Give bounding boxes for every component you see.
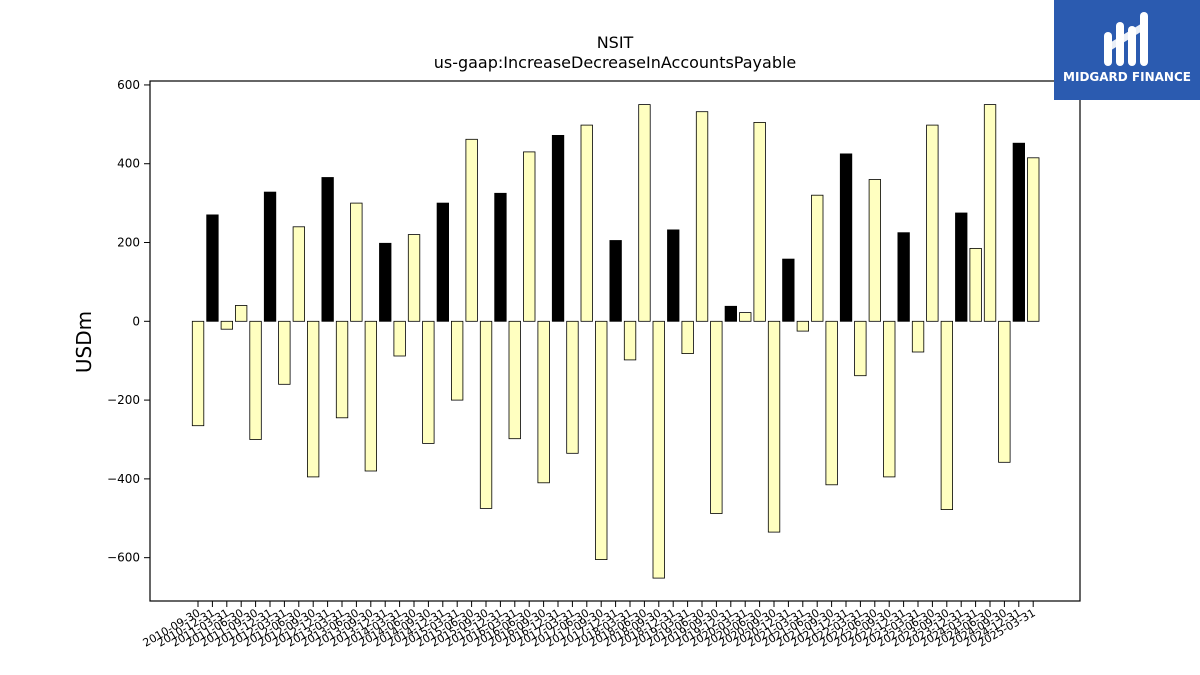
bar-2013-12-31 xyxy=(379,242,392,322)
bar-2021-03-31 xyxy=(796,320,809,332)
bar-2018-09-30 xyxy=(652,320,665,579)
bar-2011-09-30 xyxy=(249,320,262,440)
bar-2024-12-31 xyxy=(1012,142,1025,322)
bar-2012-03-31 xyxy=(278,320,291,385)
bar-2019-12-31 xyxy=(724,305,737,322)
bar-2014-09-30 xyxy=(422,320,435,444)
y-tick-label: 200 xyxy=(117,236,140,250)
bars-group xyxy=(191,104,1040,579)
bar-2020-12-31 xyxy=(782,258,795,322)
bar-2015-12-31 xyxy=(494,192,507,322)
y-tick-label: 0 xyxy=(132,314,140,328)
bar-2021-12-31 xyxy=(839,153,853,322)
bar-2020-06-30 xyxy=(753,122,766,322)
y-tick-label: 600 xyxy=(117,78,140,92)
bar-2021-09-30 xyxy=(825,320,838,486)
bar-2016-09-30 xyxy=(537,320,550,484)
bar-2020-09-30 xyxy=(767,320,781,533)
bar-2012-06-30 xyxy=(292,226,306,322)
bar-2018-06-30 xyxy=(638,104,651,322)
bar-2021-06-30 xyxy=(811,194,824,322)
bar-2019-03-31 xyxy=(681,320,694,354)
bar-2016-03-31 xyxy=(508,320,521,440)
bar-2017-06-30 xyxy=(580,124,593,322)
bar-2025-03-31 xyxy=(1027,157,1040,322)
bar-2013-03-31 xyxy=(335,320,349,419)
bar-2017-12-31 xyxy=(609,240,622,322)
bar-2010-12-31 xyxy=(206,214,219,322)
chart-title: NSIT xyxy=(597,33,634,52)
bar-2017-09-30 xyxy=(595,320,608,560)
bar-2022-12-31 xyxy=(897,232,910,322)
bar-2023-03-31 xyxy=(911,320,925,353)
bar-2015-09-30 xyxy=(479,320,493,509)
bar-2018-03-31 xyxy=(623,320,637,361)
bar-2019-09-30 xyxy=(710,320,723,514)
bar-2014-06-30 xyxy=(407,234,421,322)
bar-2018-12-31 xyxy=(667,229,680,322)
bar-2012-09-30 xyxy=(306,320,320,478)
bar-2022-03-31 xyxy=(854,320,867,377)
bar-2010-09-30 xyxy=(191,320,205,427)
logo-text: MIDGARD FINANCE xyxy=(1063,70,1191,84)
y-axis-ticks: −600 −400 −200 0 200 400 600 xyxy=(107,78,150,565)
bar-2024-09-30 xyxy=(998,320,1011,463)
x-axis-ticks: 2010-09-302010-12-312011-03-312011-06-30… xyxy=(141,601,1038,650)
bar-2016-12-31 xyxy=(551,134,565,322)
y-tick-label: −600 xyxy=(107,551,140,565)
bar-2016-06-30 xyxy=(523,151,536,322)
bar-2014-03-31 xyxy=(393,320,406,357)
bar-2012-12-31 xyxy=(321,177,334,322)
bar-2022-06-30 xyxy=(868,179,881,322)
bar-2014-12-31 xyxy=(436,202,450,322)
bar-2023-06-30 xyxy=(926,124,939,322)
bar-2023-12-31 xyxy=(955,212,968,322)
bar-2022-09-30 xyxy=(883,320,896,478)
chart-subtitle: us-gaap:IncreaseDecreaseInAccountsPayabl… xyxy=(434,53,797,72)
bar-2019-06-30 xyxy=(695,111,709,322)
bar-2011-03-31 xyxy=(220,320,234,330)
bar-2013-06-30 xyxy=(350,202,363,322)
bar-2024-03-31 xyxy=(969,247,982,322)
midgard-logo: MIDGARD FINANCE xyxy=(1054,0,1200,100)
bar-2017-03-31 xyxy=(566,320,579,454)
plot-frame xyxy=(149,80,1081,602)
bar-2023-09-30 xyxy=(940,320,953,510)
y-axis-label: USDm xyxy=(72,311,96,373)
y-tick-label: −400 xyxy=(107,472,140,486)
bar-2011-06-30 xyxy=(234,305,248,322)
bar-2024-06-30 xyxy=(983,104,997,322)
bar-2020-03-31 xyxy=(739,312,752,322)
y-tick-label: 400 xyxy=(117,157,140,171)
bar-2015-06-30 xyxy=(465,138,478,322)
bar-2013-09-30 xyxy=(364,320,378,472)
bar-2011-12-31 xyxy=(263,191,277,322)
midgard-logo-icon xyxy=(1104,12,1148,66)
bar-2015-03-31 xyxy=(450,320,464,401)
y-tick-label: −200 xyxy=(107,393,140,407)
